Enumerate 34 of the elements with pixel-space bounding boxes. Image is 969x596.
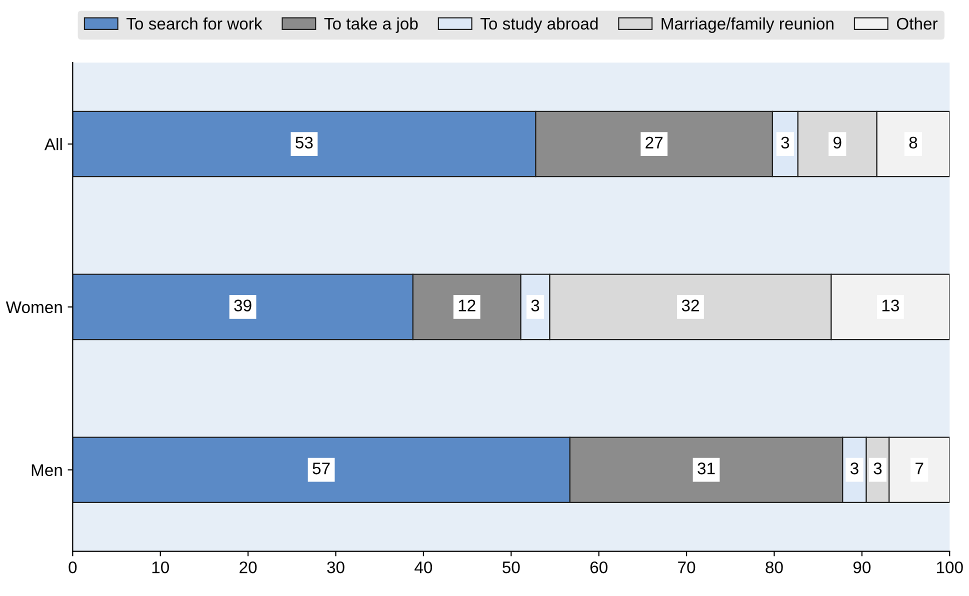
x-tick-label: 80 [766,561,783,574]
x-tick-label: 50 [502,561,520,574]
y-tick-label: Men [32,464,62,476]
data-label: 9 [834,136,842,149]
x-tick-label: 70 [678,561,696,574]
legend-label: Marriage/family reunion [662,17,834,33]
x-tick-label: 20 [240,561,257,574]
y-tick-label: All [44,138,62,150]
y-tick-label: Women [6,302,62,314]
data-label: 12 [458,300,476,312]
data-label: 8 [909,136,918,149]
data-label: 53 [296,136,313,149]
x-tick-label: 0 [68,561,77,574]
data-label: 27 [646,136,663,148]
x-tick-label: 90 [853,561,871,574]
x-tick-label: 40 [414,561,432,574]
data-label: 32 [682,300,699,312]
x-tick-label: 10 [152,561,169,574]
x-tick-label: 60 [590,561,608,574]
data-label: 13 [882,300,899,312]
x-tick-label: 30 [327,561,344,574]
data-label: 31 [698,462,715,474]
data-label: 3 [850,462,858,474]
data-label: 3 [531,300,540,312]
legend-label: To search for work [126,17,262,30]
data-label: 39 [234,300,252,312]
legend-label: Other [896,17,938,30]
legend-label: To take a job [324,17,418,33]
data-label: 3 [874,462,882,474]
data-label: 3 [781,136,790,149]
x-tick-label: 100 [936,561,963,574]
data-label: 7 [916,462,924,474]
data-label: 57 [312,462,330,474]
legend-label: To study abroad [480,17,598,33]
